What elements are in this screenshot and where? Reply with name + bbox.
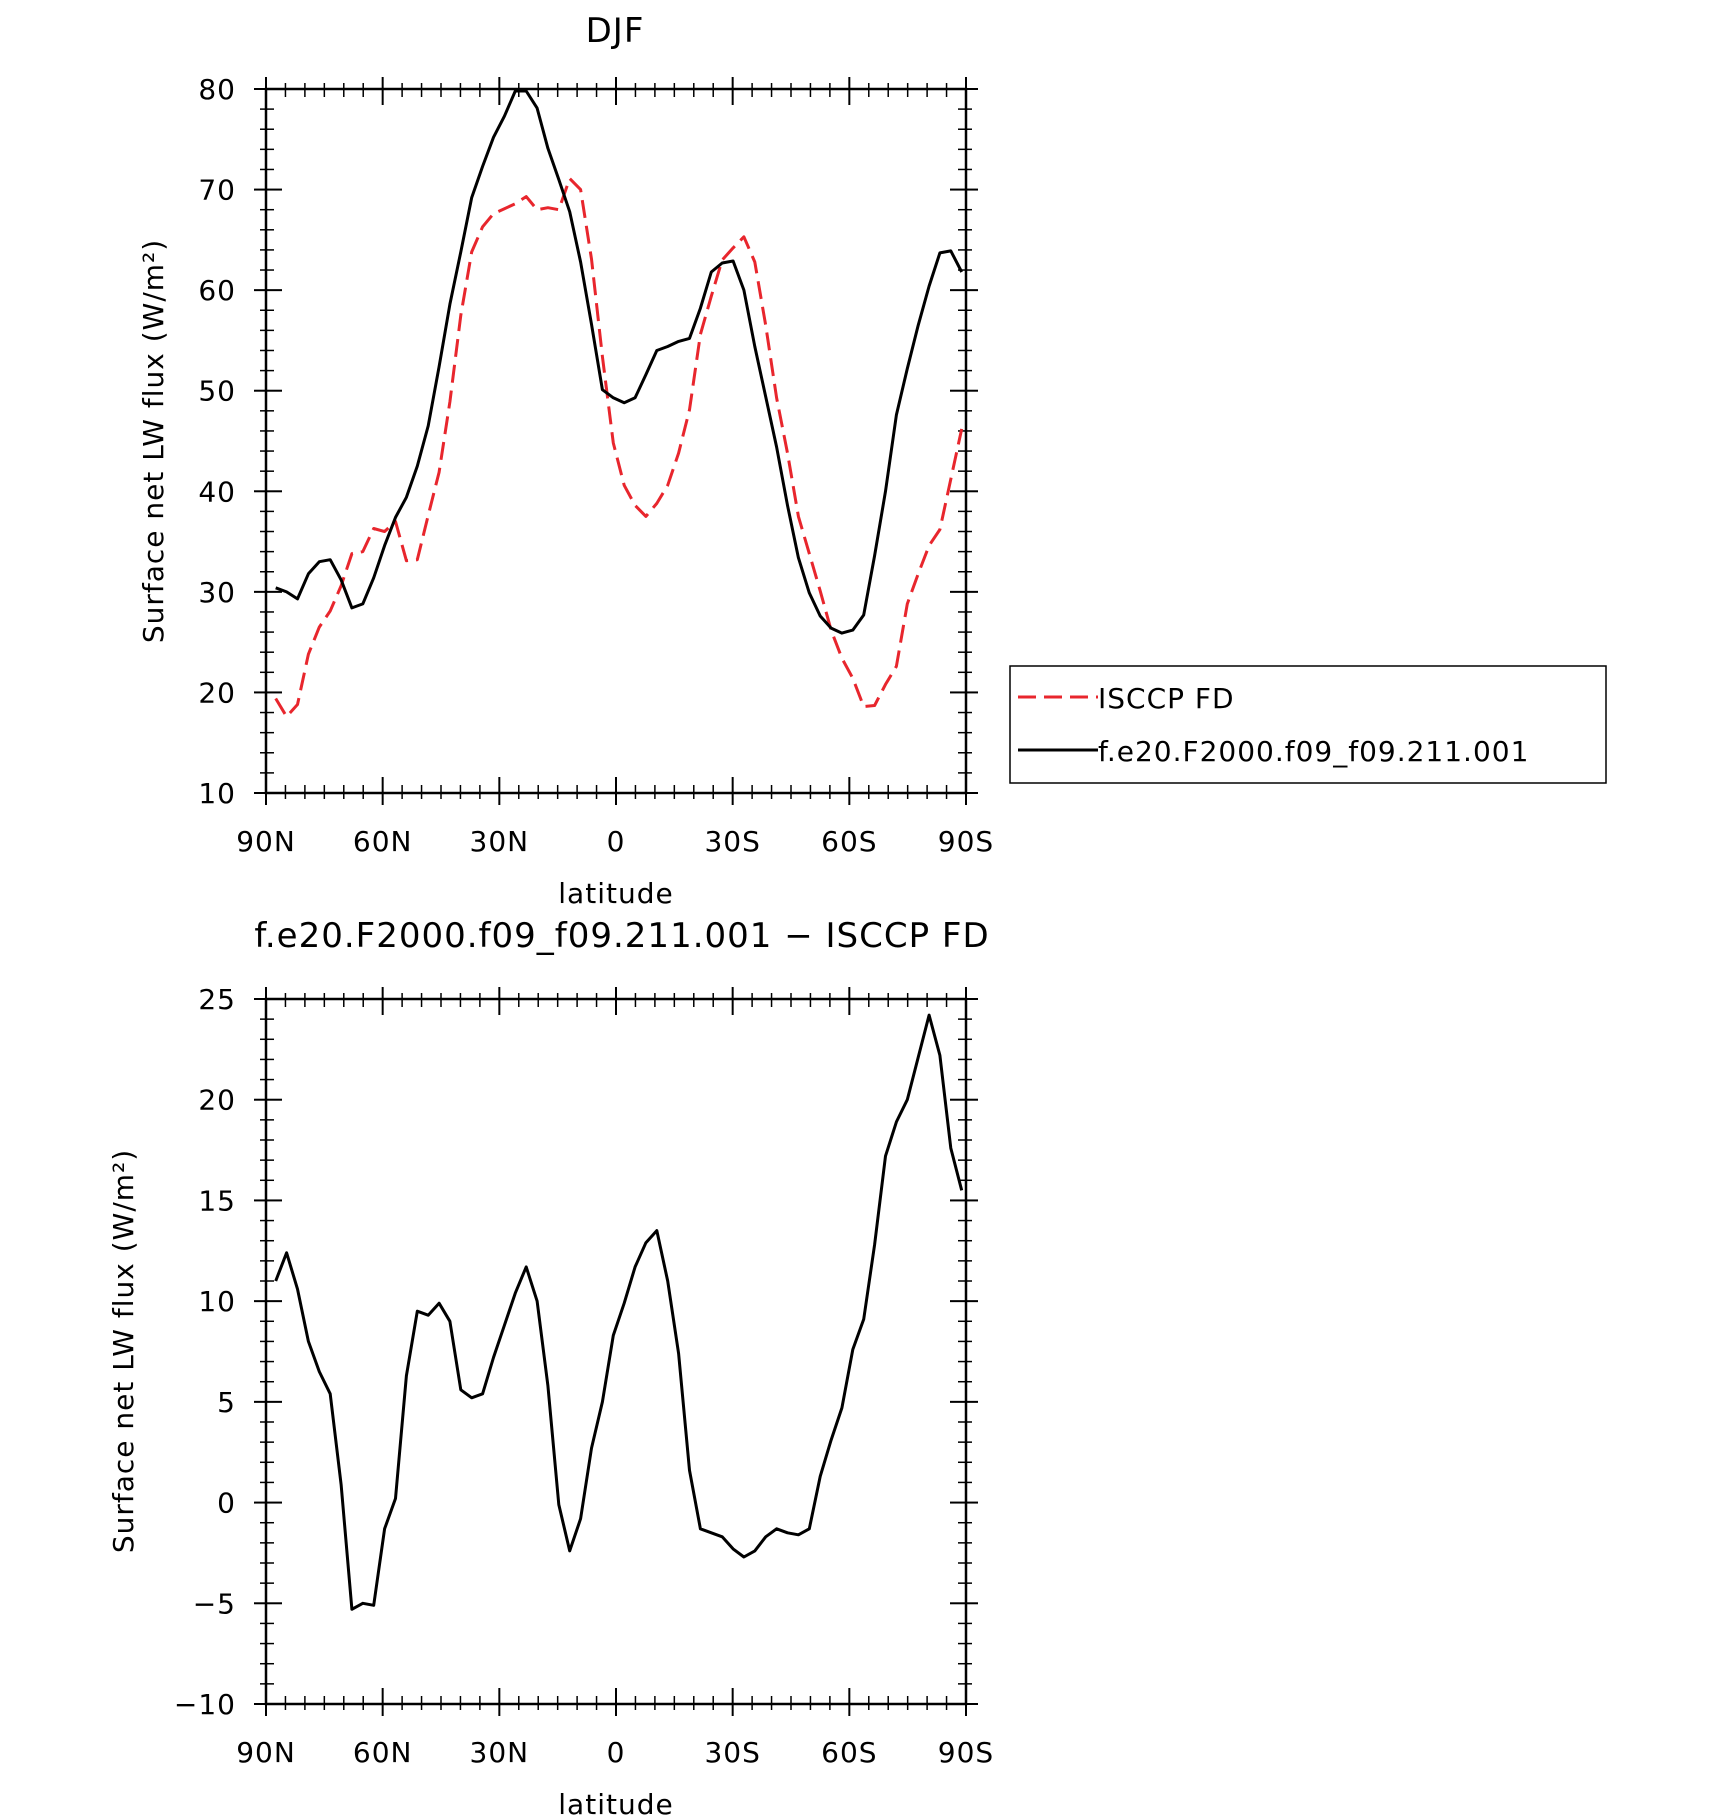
x-tick-label: 0 (607, 825, 626, 858)
y-tick-label: 5 (217, 1386, 236, 1419)
bottom-series-lines (274, 1013, 964, 1611)
bottom-panel: f.e20.F2000.f09_f09.211.001 − ISCCP FD 9… (107, 916, 994, 1816)
bottom-x-axis-label: latitude (558, 1788, 673, 1816)
y-tick-label: 10 (198, 777, 236, 810)
y-tick-label: 60 (198, 274, 236, 307)
x-tick-label: 30N (470, 1736, 530, 1769)
legend-box (1009, 665, 1607, 784)
y-tick-label: 80 (198, 73, 236, 106)
x-tick-label: 90N (236, 1736, 296, 1769)
x-tick-label: 90S (938, 825, 994, 858)
y-tick-label: −5 (193, 1587, 236, 1620)
y-tick-label: 30 (198, 576, 236, 609)
x-tick-label: 90N (236, 825, 296, 858)
legend-label-isccp: ISCCP FD (1098, 682, 1235, 715)
top-series-lines (274, 89, 964, 719)
bottom-minor-ticks (260, 993, 972, 1710)
y-tick-label: 20 (198, 676, 236, 709)
x-tick-label: 60S (821, 825, 877, 858)
top-panel: DJF 90N 60N 30N 0 30S 60S 90S1020304050607080 … (137, 11, 1607, 910)
bottom-y-axis-label: Surface net LW flux (W/m²) (107, 1149, 140, 1553)
y-tick-label: 50 (198, 375, 236, 408)
top-tick-labels: 90N 60N 30N 0 30S 60S 90S 10 20 30 40 50 60 70 80 (198, 73, 994, 858)
y-tick-label: 20 (198, 1084, 236, 1117)
x-tick-label: 60S (821, 1736, 877, 1769)
x-tick-label: 30S (704, 825, 760, 858)
series-line-1-0 (274, 1013, 964, 1611)
x-tick-label: 30S (704, 1736, 760, 1769)
legend-label-model: f.e20.F2000.f09_f09.211.001 (1098, 735, 1529, 768)
y-tick-label: 25 (198, 983, 236, 1016)
bottom-chart-title: f.e20.F2000.f09_f09.211.001 − ISCCP FD (254, 916, 989, 956)
x-tick-label: 60N (353, 1736, 413, 1769)
y-tick-label: 0 (217, 1487, 236, 1520)
x-tick-label: 90S (938, 1736, 994, 1769)
top-major-ticks (254, 77, 978, 805)
top-chart-title: DJF (586, 11, 645, 51)
y-tick-label: 40 (198, 475, 236, 508)
y-tick-label: −10 (174, 1688, 236, 1721)
y-tick-label: 15 (198, 1184, 236, 1217)
y-tick-label: 70 (198, 174, 236, 207)
series-line-0-1 (275, 89, 964, 635)
top-x-axis-label: latitude (558, 877, 673, 910)
bottom-major-ticks (254, 987, 978, 1716)
y-tick-label: 10 (198, 1285, 236, 1318)
x-tick-label: 30N (470, 825, 530, 858)
x-tick-label: 0 (607, 1736, 626, 1769)
top-plot-frame (264, 87, 968, 795)
bottom-plot-frame (264, 997, 968, 1706)
series-line-0-0 (274, 177, 964, 719)
legend: ISCCP FD f.e20.F2000.f09_f09.211.001 (1009, 665, 1607, 784)
x-tick-label: 60N (353, 825, 413, 858)
top-minor-ticks (260, 83, 972, 799)
bottom-tick-labels: 90N 60N 30N 0 30S 60S 90S −10 −5 0 5 10 15 20 25 (174, 983, 994, 1769)
top-y-axis-label: Surface net LW flux (W/m²) (137, 239, 170, 643)
